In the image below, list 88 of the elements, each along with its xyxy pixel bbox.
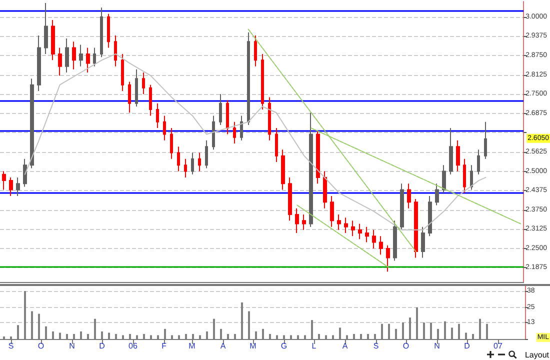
- candlestick: [128, 81, 131, 114]
- candlestick: [449, 128, 453, 175]
- candlestick: [484, 121, 487, 160]
- candlestick: [65, 38, 69, 73]
- x-tick-label: L: [312, 342, 317, 350]
- candlestick: [51, 20, 55, 61]
- x-tick-label: F: [162, 342, 167, 350]
- candlestick: [2, 170, 6, 190]
- candlestick: [295, 208, 299, 234]
- candlestick: [435, 183, 439, 206]
- x-tick-label: A: [220, 342, 226, 350]
- x-tick-label: D: [99, 342, 106, 350]
- text: Layout: [524, 350, 550, 360]
- candlestick: [58, 47, 62, 76]
- x-tick-label: N: [69, 342, 76, 350]
- candlestick: [86, 47, 90, 73]
- x-tick-label: N: [434, 342, 440, 350]
- candlestick: [358, 223, 362, 240]
- x-tick-label: 06: [128, 342, 138, 350]
- candlestick: [344, 217, 348, 234]
- candlestick: [261, 53, 264, 110]
- candlestick: [288, 176, 292, 222]
- candlestick: [142, 72, 145, 95]
- candlestick: [414, 198, 418, 258]
- candlestick: [477, 149, 480, 175]
- candlestick: [309, 112, 313, 228]
- candlestick: [400, 183, 404, 230]
- candlestick: [23, 158, 27, 188]
- x-tick-label: O: [402, 342, 410, 350]
- candlestick: [233, 121, 236, 144]
- candlestick: [428, 195, 432, 237]
- x-tick-label: S: [8, 342, 14, 350]
- candlestick: [379, 236, 383, 256]
- candlestick: [226, 100, 229, 135]
- x-tick-label: A: [342, 342, 348, 350]
- candlestick: [135, 68, 138, 107]
- candlestick: [407, 183, 411, 209]
- candlestick: [219, 94, 222, 126]
- candlestick: [463, 158, 466, 194]
- candlestick: [170, 128, 173, 160]
- x-tick-label: 07: [494, 342, 503, 350]
- x-tick-label: M: [250, 342, 257, 350]
- candlestick: [156, 102, 159, 129]
- candlestick: [275, 128, 278, 163]
- x-tick-label: G: [280, 342, 288, 350]
- x-tick-label: S: [373, 342, 379, 350]
- candlestick: [191, 152, 194, 175]
- candlestick: [470, 164, 473, 190]
- candlestick: [365, 226, 369, 243]
- candlestick: [121, 53, 124, 92]
- candlestick: [442, 164, 446, 194]
- candlestick: [456, 140, 460, 172]
- candlestick: [421, 226, 425, 258]
- candlestick: [247, 32, 250, 126]
- candlestick: [114, 34, 117, 67]
- x-tick-label: O: [38, 342, 44, 350]
- candlestick: [205, 140, 208, 169]
- x-tick-label: D: [464, 342, 470, 350]
- candlestick: [372, 229, 376, 249]
- candlestick: [16, 176, 20, 196]
- candlestick: [177, 146, 180, 172]
- candlestick: [268, 96, 271, 141]
- candlestick: [163, 115, 166, 141]
- x-tick-label: M: [188, 342, 196, 350]
- candlestick: [393, 220, 397, 262]
- candlestick: [107, 13, 110, 48]
- candlestick: [184, 158, 187, 178]
- candlestick: [281, 149, 285, 190]
- candlestick: [79, 44, 83, 67]
- candlestick: [30, 78, 34, 169]
- candlestick: [351, 220, 355, 237]
- candlestick: [198, 152, 201, 172]
- candlestick: [240, 115, 243, 141]
- candlestick: [44, 2, 48, 54]
- candlestick: [323, 170, 327, 209]
- candlestick: [337, 214, 341, 230]
- candlestick: [330, 195, 334, 228]
- candlestick: [72, 41, 76, 70]
- candlestick: [254, 34, 257, 67]
- candlestick: [316, 130, 320, 184]
- candlestick: [37, 34, 41, 92]
- candlestick: [149, 84, 152, 116]
- candlestick: [302, 214, 306, 230]
- candlestick: [212, 115, 215, 150]
- candlestick: [386, 244, 390, 272]
- candlestick: [93, 47, 96, 67]
- candlestick: [100, 7, 103, 58]
- candlestick: [9, 176, 13, 196]
